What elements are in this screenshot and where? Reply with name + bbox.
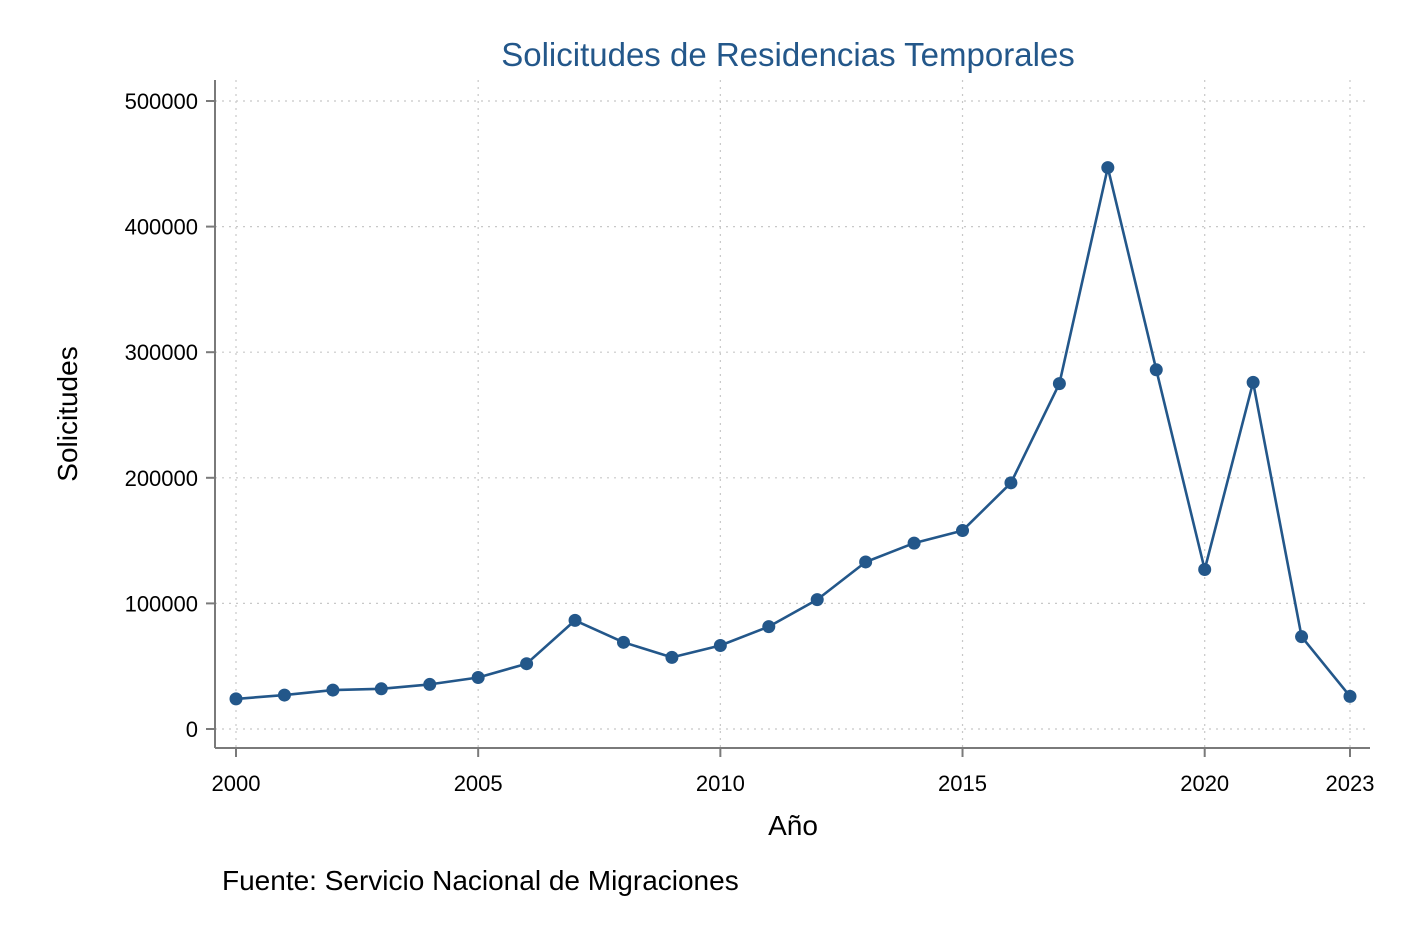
data-point [956, 524, 970, 538]
data-point [520, 657, 534, 671]
x-tick-label: 2020 [1180, 771, 1229, 796]
data-point [1004, 476, 1018, 490]
data-point [810, 593, 824, 607]
y-tick-label: 0 [186, 717, 198, 742]
x-axis-label: Año [768, 810, 818, 841]
data-point [277, 688, 291, 702]
source-note: Fuente: Servicio Nacional de Migraciones [222, 865, 739, 896]
y-tick-label: 400000 [125, 215, 198, 240]
data-point [1101, 161, 1115, 175]
data-point [568, 613, 582, 627]
y-tick-label: 100000 [125, 591, 198, 616]
series-line [235, 166, 1352, 701]
y-axis-label: Solicitudes [52, 346, 83, 481]
x-tick-label: 2015 [938, 771, 987, 796]
data-point [665, 650, 679, 664]
y-tick-label: 200000 [125, 466, 198, 491]
axis-ticks: 0 100000 200000 300000 400000 500000 2000 2005 2… [125, 89, 1375, 796]
data-point [1149, 363, 1163, 377]
y-tick-label: 500000 [125, 89, 198, 114]
x-tick-label: 2010 [696, 771, 745, 796]
data-point [1052, 377, 1066, 391]
y-tick-label: 300000 [125, 340, 198, 365]
data-point [1343, 689, 1357, 703]
data-point [713, 638, 727, 652]
x-tick-label: 2005 [454, 771, 503, 796]
data-point [1295, 630, 1309, 644]
data-point [616, 635, 630, 649]
data-point [229, 692, 243, 706]
data-point [907, 536, 921, 550]
series-solicitudes [229, 161, 1357, 706]
data-point [1246, 375, 1260, 389]
x-tick-label: 2023 [1326, 771, 1375, 796]
data-point [1198, 562, 1212, 576]
data-point [374, 682, 388, 696]
chart-title: Solicitudes de Residencias Temporales [501, 36, 1075, 73]
data-point [859, 555, 873, 569]
data-point [423, 677, 437, 691]
grid-lines [215, 80, 1370, 748]
data-point [326, 683, 340, 697]
data-point [762, 620, 776, 634]
x-tick-label: 2000 [212, 771, 261, 796]
data-point [471, 671, 485, 685]
